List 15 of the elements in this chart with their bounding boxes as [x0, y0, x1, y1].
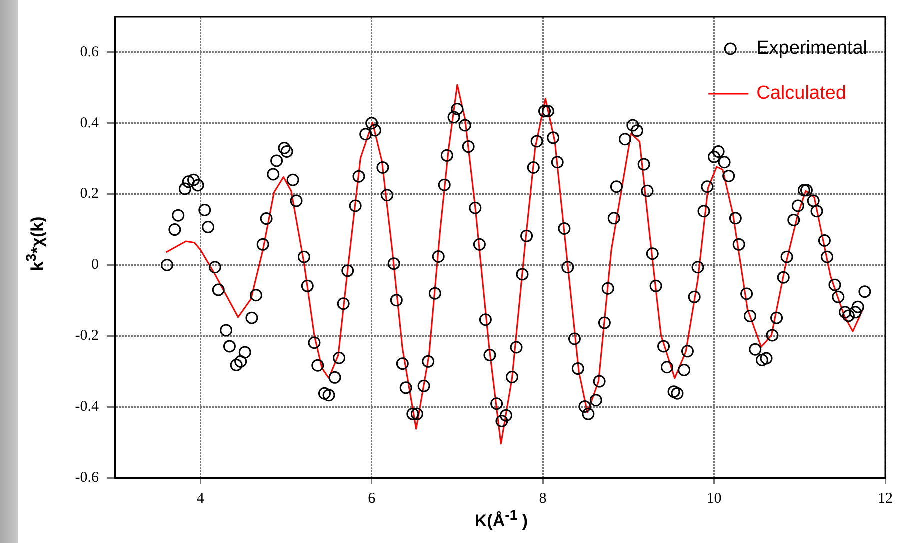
y-tick-label: 0.4 — [80, 115, 100, 132]
x-tick-label: 12 — [878, 490, 893, 507]
x-tick-label: 6 — [368, 490, 376, 507]
y-tick-label: 0.6 — [80, 44, 100, 60]
x-tick-label: 4 — [196, 490, 205, 507]
y-tick-label: -0.4 — [75, 399, 100, 416]
y-tick-label: 0.2 — [80, 186, 99, 202]
x-tick-label: 10 — [706, 490, 722, 507]
y-tick-label: -0.6 — [75, 470, 100, 486]
legend-label: Calculated — [756, 83, 846, 104]
x-tick-label: 8 — [539, 490, 547, 507]
y-tick-label: 0 — [92, 257, 99, 274]
y-tick-label: -0.2 — [75, 328, 99, 344]
x-axis-title: K(Å$^{-1}$ ) — [474, 508, 530, 532]
legend-label: Experimental — [756, 38, 868, 60]
